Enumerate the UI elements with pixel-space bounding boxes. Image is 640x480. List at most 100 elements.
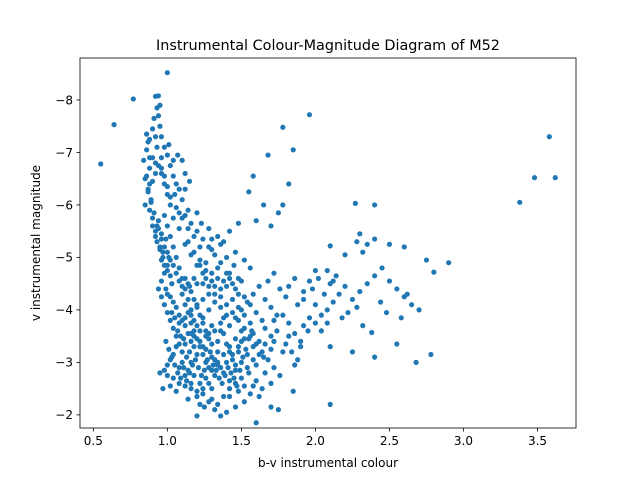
scatter-point xyxy=(194,323,200,329)
scatter-point xyxy=(184,378,190,384)
x-tick-label: 1.5 xyxy=(232,434,251,448)
scatter-point xyxy=(413,359,419,365)
scatter-point xyxy=(160,386,166,392)
scatter-point xyxy=(215,233,221,240)
scatter-point xyxy=(222,372,228,379)
scatter-point xyxy=(175,370,181,376)
scatter-point xyxy=(327,401,333,407)
scatter-point xyxy=(235,220,242,226)
scatter-point xyxy=(160,254,166,261)
y-tick-label: −3 xyxy=(55,356,73,370)
scatter-point xyxy=(372,273,378,279)
scatter-point xyxy=(324,267,330,274)
scatter-point xyxy=(223,283,230,289)
scatter-point xyxy=(431,269,437,275)
scatter-point xyxy=(206,380,212,386)
scatter-point xyxy=(271,338,277,344)
scatter-point xyxy=(167,162,173,169)
scatter-point xyxy=(176,312,182,318)
scatter-point xyxy=(209,236,215,242)
scatter-point xyxy=(164,362,170,368)
scatter-point xyxy=(342,283,348,289)
scatter-point xyxy=(176,210,182,216)
scatter-point xyxy=(260,354,267,360)
scatter-point xyxy=(229,296,236,303)
scatter-point xyxy=(221,315,227,321)
scatter-point xyxy=(246,189,252,195)
scatter-point xyxy=(146,165,153,171)
scatter-point xyxy=(286,283,292,289)
scatter-point xyxy=(200,351,206,358)
y-axis-ticks: −2 −3 −4 −5 −6 −7 −8 xyxy=(55,93,80,422)
scatter-point xyxy=(185,296,191,303)
scatter-point xyxy=(295,302,301,308)
scatter-point xyxy=(197,344,203,350)
scatter-point xyxy=(185,396,191,402)
scatter-point xyxy=(277,286,283,292)
scatter-point xyxy=(194,351,200,358)
y-tick-label: −8 xyxy=(55,93,73,107)
scatter-point xyxy=(197,401,203,407)
scatter-point xyxy=(286,320,292,326)
scatter-point xyxy=(226,386,233,392)
scatter-point xyxy=(372,354,378,360)
scatter-point xyxy=(306,112,313,118)
scatter-point xyxy=(194,210,200,216)
scatter-point xyxy=(154,144,160,150)
scatter-point xyxy=(164,372,170,379)
scatter-point xyxy=(201,404,207,410)
x-tick-label: 3.5 xyxy=(528,434,547,448)
scatter-point xyxy=(312,302,319,308)
x-tick-label: 1.0 xyxy=(158,434,177,448)
scatter-point xyxy=(144,147,150,153)
scatter-point xyxy=(256,393,262,400)
scatter-point xyxy=(231,375,237,381)
scatter-point xyxy=(206,283,212,289)
scatter-point xyxy=(186,349,193,355)
scatter-point xyxy=(330,278,336,284)
scatter-point xyxy=(213,367,219,373)
scatter-point xyxy=(212,357,218,363)
scatter-point xyxy=(306,315,313,321)
scatter-point xyxy=(280,349,286,355)
scatter-point xyxy=(161,212,167,219)
scatter-point xyxy=(155,218,162,224)
scatter-point xyxy=(206,244,212,250)
scatter-point xyxy=(292,275,298,282)
scatter-point xyxy=(206,291,212,297)
scatter-point xyxy=(262,296,268,303)
scatter-point xyxy=(268,223,274,229)
scatter-point xyxy=(182,315,188,321)
scatter-point xyxy=(416,307,422,313)
scatter-point xyxy=(181,365,187,371)
scatter-point xyxy=(173,388,179,394)
scatter-point xyxy=(158,278,165,284)
scatter-point xyxy=(342,252,348,258)
scatter-point xyxy=(212,328,218,334)
scatter-point xyxy=(188,220,194,226)
scatter-point xyxy=(170,375,176,381)
scatter-point xyxy=(228,370,234,376)
scatter-point xyxy=(232,286,239,292)
scatter-point xyxy=(401,244,407,250)
scatter-point xyxy=(209,323,215,329)
scatter-point xyxy=(198,220,205,226)
scatter-point xyxy=(216,375,222,381)
scatter-point xyxy=(238,338,244,344)
scatter-point xyxy=(191,344,197,350)
scatter-point xyxy=(188,252,194,258)
scatter-point xyxy=(161,367,167,373)
scatter-point xyxy=(206,225,212,232)
scatter-point xyxy=(292,362,298,368)
scatter-point xyxy=(262,325,268,331)
scatter-point xyxy=(173,181,179,187)
scatter-point xyxy=(300,323,307,329)
scatter-point xyxy=(200,320,206,326)
scatter-point xyxy=(197,380,203,386)
scatter-point xyxy=(182,186,188,192)
scatter-point xyxy=(152,170,159,177)
scatter-point xyxy=(194,388,200,394)
scatter-point xyxy=(221,239,227,245)
scatter-point xyxy=(250,383,256,389)
scatter-point xyxy=(241,325,247,331)
